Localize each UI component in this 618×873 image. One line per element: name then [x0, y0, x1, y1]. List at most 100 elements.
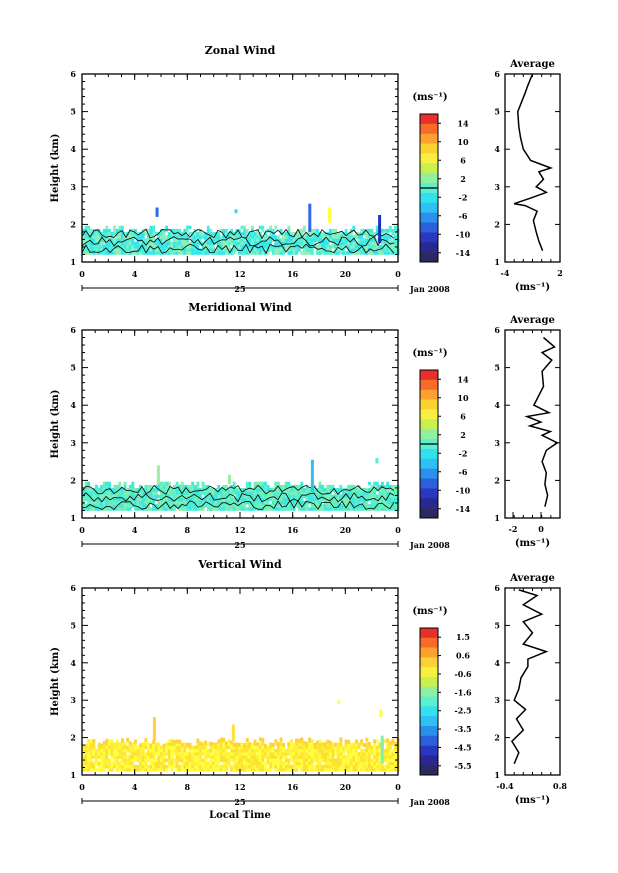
y-axis-label: Height (km)	[50, 647, 61, 716]
field-cell	[383, 244, 387, 249]
profile-y-tick-label: 6	[494, 69, 500, 79]
field-cell	[180, 232, 184, 236]
field-cell	[144, 497, 148, 502]
field-cell	[282, 768, 286, 772]
field-cell	[373, 481, 377, 486]
field-cell	[144, 752, 148, 756]
field-cell	[383, 251, 387, 255]
field-cell	[310, 745, 314, 750]
field-cell	[344, 768, 348, 772]
field-cell	[310, 752, 314, 756]
field-cell	[368, 768, 371, 772]
field-cell	[173, 739, 176, 744]
field-cell	[225, 248, 228, 252]
field-cell	[209, 235, 213, 239]
field-cell	[170, 232, 174, 236]
field-cell	[381, 248, 384, 252]
field-cell	[394, 248, 397, 252]
field-cell	[357, 235, 361, 239]
field-cell	[196, 481, 200, 486]
field-cell	[238, 761, 241, 766]
field-cell	[141, 755, 145, 759]
field-cell	[183, 248, 187, 252]
field-cell	[108, 507, 111, 511]
field-cell	[95, 768, 98, 772]
colorbar-swatch	[420, 755, 438, 766]
field-cell	[235, 755, 239, 759]
field-cell	[243, 745, 247, 750]
field-cell	[108, 739, 111, 743]
field-cell	[227, 500, 231, 505]
field-cell	[82, 507, 85, 511]
field-cell	[378, 244, 382, 249]
field-cell	[378, 755, 382, 759]
field-cell	[266, 494, 270, 498]
field-cell	[305, 761, 309, 766]
field-cell	[152, 755, 156, 759]
field-cell	[245, 488, 249, 492]
y-tick-label: 5	[70, 620, 76, 630]
field-cell	[152, 742, 156, 746]
field-cell	[105, 241, 109, 246]
wind-field	[82, 737, 400, 772]
field-cell	[240, 497, 244, 502]
field-cell	[292, 761, 296, 766]
field-cell	[383, 752, 387, 756]
field-cell	[295, 504, 299, 508]
field-cell	[256, 500, 260, 505]
field-cell	[266, 235, 270, 239]
field-cell	[331, 745, 335, 750]
field-cell	[287, 488, 291, 492]
field-cell	[248, 481, 252, 486]
field-cell	[193, 235, 197, 239]
field-cell	[87, 764, 91, 769]
field-cell	[284, 238, 288, 242]
field-cell	[360, 755, 364, 759]
field-cell	[186, 752, 189, 756]
colorbar-swatch	[420, 498, 438, 509]
field-cell	[279, 761, 283, 766]
field-cell	[113, 755, 117, 759]
field-cell	[391, 752, 395, 756]
field-cell	[370, 768, 374, 772]
field-cell	[212, 742, 215, 746]
field-cell	[284, 244, 288, 249]
field-cell	[131, 768, 135, 772]
field-cell	[357, 752, 361, 756]
field-cell	[347, 742, 351, 746]
field-cell	[123, 491, 127, 495]
field-cell	[131, 745, 135, 750]
field-cell	[206, 761, 210, 766]
field-cell	[284, 768, 288, 772]
field-cell	[266, 491, 270, 495]
field-cell	[141, 232, 145, 236]
field-cell	[204, 251, 208, 255]
field-cell	[84, 238, 88, 242]
field-cell	[373, 748, 377, 753]
field-cell	[160, 761, 163, 766]
field-cell	[251, 235, 254, 239]
field-cell	[365, 497, 369, 502]
field-cell	[121, 248, 124, 252]
field-cell	[214, 500, 218, 505]
field-cell	[121, 507, 124, 511]
field-cell	[381, 491, 384, 495]
field-cell	[284, 500, 288, 505]
field-cell	[217, 248, 221, 252]
field-cell	[271, 228, 275, 233]
field-cell	[318, 484, 322, 489]
field-cell	[209, 768, 213, 772]
field-cell	[394, 761, 397, 766]
field-cell	[144, 244, 148, 249]
field-cell	[253, 241, 257, 246]
field-cell	[105, 251, 109, 255]
field-cell	[102, 500, 106, 505]
field-cell	[388, 768, 392, 772]
field-cell	[191, 235, 195, 239]
field-cell	[191, 488, 195, 492]
field-cell	[295, 241, 299, 246]
field-cell	[214, 752, 218, 756]
field-cell	[305, 758, 309, 762]
field-cell	[308, 761, 312, 766]
